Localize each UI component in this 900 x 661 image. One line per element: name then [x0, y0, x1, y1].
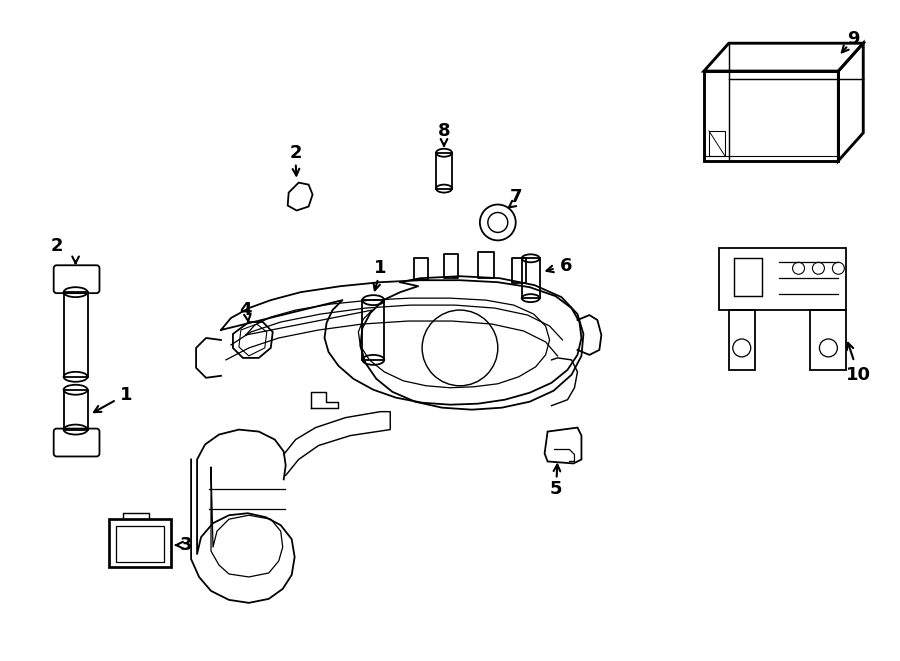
Bar [734, 258, 761, 296]
Bar [64, 292, 87, 377]
Text: 1: 1 [120, 386, 132, 404]
Text: 10: 10 [846, 366, 871, 384]
Text: 8: 8 [437, 122, 450, 140]
Text: 2: 2 [50, 237, 63, 255]
Text: 5: 5 [549, 481, 562, 498]
Bar [436, 153, 452, 188]
Text: 6: 6 [561, 257, 572, 275]
Text: 2: 2 [290, 143, 302, 162]
Text: 7: 7 [509, 188, 522, 206]
Bar [522, 258, 540, 298]
Text: 9: 9 [847, 30, 860, 48]
Text: 1: 1 [374, 259, 386, 277]
Bar [110, 519, 171, 567]
Bar [363, 300, 384, 360]
Text: 4: 4 [239, 301, 252, 319]
Bar [116, 526, 164, 562]
Text: 3: 3 [180, 536, 193, 554]
Bar [64, 390, 87, 430]
